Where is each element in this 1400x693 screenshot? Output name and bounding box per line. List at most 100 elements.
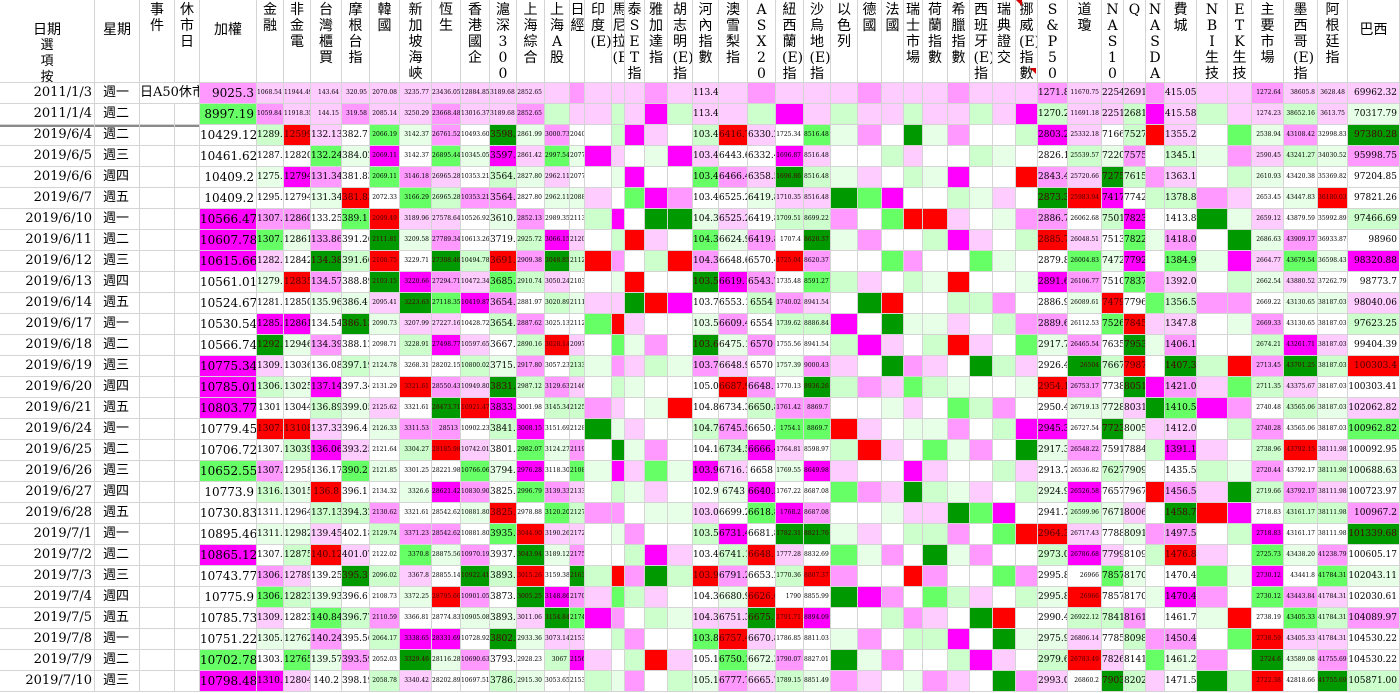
column-header[interactable]: 費城 <box>1165 0 1197 83</box>
value-cell[interactable] <box>1197 545 1228 566</box>
value-cell[interactable] <box>831 566 858 587</box>
column-header[interactable]: 希臘指數 <box>948 0 970 83</box>
value-cell[interactable] <box>858 608 882 629</box>
value-cell[interactable]: 21534.35 <box>570 629 585 650</box>
value-cell[interactable]: 6675.1 <box>748 608 776 629</box>
weekday-cell[interactable]: 週一 <box>95 524 140 545</box>
value-cell[interactable] <box>585 440 612 461</box>
value-cell[interactable] <box>904 209 923 230</box>
value-cell[interactable]: 1285.3 <box>257 314 284 335</box>
value-cell[interactable] <box>612 671 625 692</box>
value-cell[interactable]: 2121.85 <box>370 461 400 482</box>
weighted-index-cell[interactable]: 10615.66 <box>200 251 257 272</box>
value-cell[interactable]: 1378.81 <box>1165 188 1197 209</box>
value-cell[interactable] <box>904 629 923 650</box>
value-cell[interactable]: 100962.82 <box>1348 419 1400 440</box>
value-cell[interactable] <box>1016 440 1038 461</box>
value-cell[interactable]: 136.8 <box>311 482 342 503</box>
value-cell[interactable] <box>645 671 668 692</box>
value-cell[interactable] <box>831 230 858 251</box>
value-cell[interactable]: 26783.49 <box>1068 650 1102 671</box>
value-cell[interactable]: 104530.22 <box>1348 650 1400 671</box>
value-cell[interactable] <box>645 461 668 482</box>
value-cell[interactable] <box>668 608 693 629</box>
value-cell[interactable] <box>668 524 693 545</box>
value-cell[interactable] <box>831 188 858 209</box>
value-cell[interactable]: 3685.39 <box>490 272 517 293</box>
value-cell[interactable]: 2885.72 <box>1038 230 1068 251</box>
value-cell[interactable] <box>993 461 1016 482</box>
value-cell[interactable]: 6332.4 <box>748 146 776 167</box>
value-cell[interactable]: 2738.59 <box>1252 629 1284 650</box>
column-header[interactable]: 主要市場 <box>1252 0 1284 83</box>
holiday-cell[interactable] <box>175 188 200 209</box>
value-cell[interactable]: 1740.02 <box>776 293 804 314</box>
value-cell[interactable]: 100303.4 <box>1348 356 1400 377</box>
value-cell[interactable]: 3166.29 <box>400 188 432 209</box>
value-cell[interactable]: 70317.79 <box>1348 104 1400 125</box>
value-cell[interactable]: 3028.14 <box>545 335 570 356</box>
value-cell[interactable]: 389.1 <box>342 209 370 230</box>
value-cell[interactable] <box>923 377 948 398</box>
value-cell[interactable]: 38187.03 <box>1318 419 1348 440</box>
value-cell[interactable]: 103.81 <box>693 629 719 650</box>
value-cell[interactable]: 1307.6 <box>257 209 284 230</box>
value-cell[interactable]: 21116.89 <box>570 293 585 314</box>
value-cell[interactable]: 34030.52 <box>1318 146 1348 167</box>
holiday-cell[interactable] <box>175 629 200 650</box>
date-cell[interactable]: 2019/6/7 <box>0 188 95 209</box>
value-cell[interactable]: 27789.34 <box>432 230 461 251</box>
value-cell[interactable] <box>948 188 970 209</box>
value-cell[interactable] <box>831 545 858 566</box>
value-cell[interactable]: 26719.13 <box>1068 398 1102 419</box>
value-cell[interactable] <box>904 440 923 461</box>
value-cell[interactable] <box>858 545 882 566</box>
value-cell[interactable] <box>858 293 882 314</box>
weekday-cell[interactable]: 週二 <box>95 125 140 146</box>
value-cell[interactable] <box>585 104 612 125</box>
value-cell[interactable]: 38187.03 <box>1318 314 1348 335</box>
value-cell[interactable]: 1292.7 <box>257 335 284 356</box>
value-cell[interactable]: 402.18 <box>342 524 370 545</box>
value-cell[interactable] <box>923 440 948 461</box>
value-cell[interactable]: 386.13 <box>342 314 370 335</box>
value-cell[interactable]: 137.14 <box>311 377 342 398</box>
value-cell[interactable] <box>1016 650 1038 671</box>
value-cell[interactable]: 1307.8 <box>257 461 284 482</box>
value-cell[interactable] <box>545 83 570 104</box>
weekday-cell[interactable]: 週四 <box>95 272 140 293</box>
value-cell[interactable] <box>948 440 970 461</box>
date-cell[interactable]: 2019/6/4 <box>0 125 95 146</box>
value-cell[interactable]: 133.25 <box>311 209 342 230</box>
value-cell[interactable]: 3893.53 <box>490 566 517 587</box>
event-cell[interactable] <box>140 293 175 314</box>
value-cell[interactable]: 140.84 <box>311 608 342 629</box>
value-cell[interactable] <box>1016 272 1038 293</box>
value-cell[interactable] <box>645 398 668 419</box>
value-cell[interactable] <box>1016 461 1038 482</box>
value-cell[interactable]: 2130.62 <box>370 503 400 524</box>
value-cell[interactable]: 23668.48 <box>432 104 461 125</box>
value-cell[interactable] <box>948 587 970 608</box>
value-cell[interactable]: 3207.99 <box>400 314 432 335</box>
value-cell[interactable]: 6419.8 <box>748 230 776 251</box>
value-cell[interactable] <box>1228 398 1252 419</box>
value-cell[interactable]: 1739.62 <box>776 314 804 335</box>
value-cell[interactable]: 12835 <box>284 272 311 293</box>
value-cell[interactable]: 20408.54 <box>570 125 585 146</box>
column-header[interactable]: 金融 <box>257 0 284 83</box>
weekday-cell[interactable]: 週三 <box>95 566 140 587</box>
value-cell[interactable]: 1356.55 <box>1165 293 1197 314</box>
value-cell[interactable]: 396.4 <box>342 419 370 440</box>
value-cell[interactable]: 1458.76 <box>1165 503 1197 524</box>
value-cell[interactable] <box>858 209 882 230</box>
value-cell[interactable]: 43405.33 <box>1284 608 1318 629</box>
value-cell[interactable] <box>993 293 1016 314</box>
value-cell[interactable]: 7823.17 <box>1124 209 1146 230</box>
value-cell[interactable] <box>831 146 858 167</box>
value-cell[interactable] <box>923 314 948 335</box>
value-cell[interactable]: 397.34 <box>342 377 370 398</box>
value-cell[interactable]: 132.13 <box>311 125 342 146</box>
value-cell[interactable]: 8687.08 <box>804 503 831 524</box>
value-cell[interactable]: 3044.90 <box>517 524 545 545</box>
